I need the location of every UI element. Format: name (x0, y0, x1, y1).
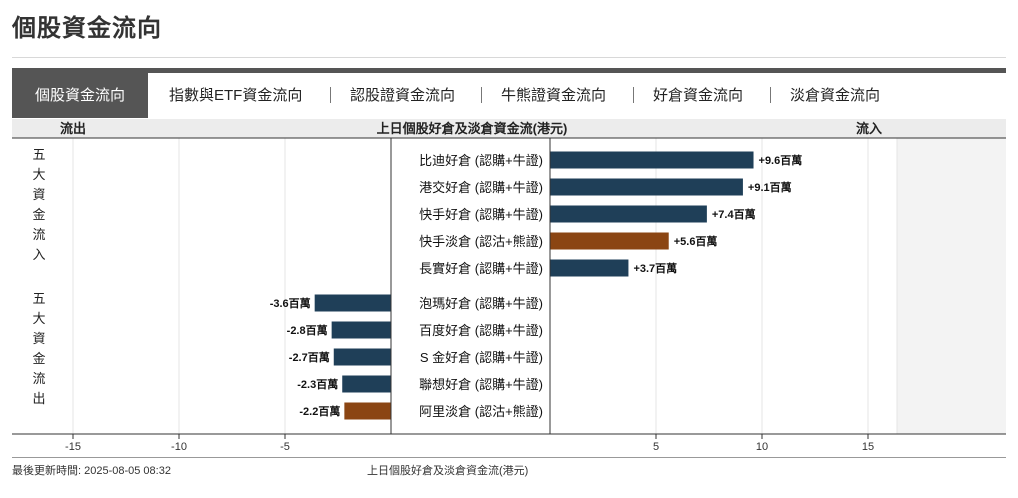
bar-category-label: 快手好倉 (認購+牛證) (419, 207, 543, 222)
bar[interactable] (331, 321, 391, 339)
bar[interactable] (550, 259, 629, 277)
tab-index-etf-fund-flow[interactable]: 指數與ETF資金流向 (169, 87, 303, 104)
bar-value-label: -2.3百萬 (297, 377, 338, 391)
bar-row[interactable]: 泡瑪好倉 (認購+牛證) -3.6百萬 (270, 294, 543, 312)
bar[interactable] (550, 205, 707, 223)
title-divider (12, 57, 1006, 58)
group-label-char: 流 (32, 227, 45, 242)
tab-warrant-fund-flow[interactable]: 認股證資金流向 (350, 87, 456, 104)
bar-category-label: 長實好倉 (認購+牛證) (419, 261, 543, 276)
tab-bar: 個股資金流向 指數與ETF資金流向 認股證資金流向 牛熊證資金流向 好倉資金流向… (12, 68, 1006, 118)
tab-separator (633, 87, 634, 103)
page-title: 個股資金流向 (12, 15, 162, 42)
bar-row[interactable]: 比迪好倉 (認購+牛證) +9.6百萬 (419, 151, 803, 169)
bar[interactable] (342, 375, 391, 393)
chart-title: 上日個股好倉及淡倉資金流(港元) (377, 121, 568, 136)
group-label-char: 大 (32, 311, 45, 326)
tab-short-fund-flow[interactable]: 淡倉資金流向 (790, 87, 881, 104)
last-updated: 最後更新時間: 2025-08-05 08:32 (12, 465, 171, 477)
group-label-char: 金 (32, 207, 45, 222)
group-label-char: 金 (32, 351, 45, 366)
bar-row[interactable]: 聯想好倉 (認購+牛證) -2.3百萬 (297, 375, 543, 393)
footer-divider (12, 457, 1006, 458)
bar[interactable] (314, 294, 391, 312)
bar-category-label: 阿里淡倉 (認沽+熊證) (419, 404, 543, 419)
bar-category-label: 聯想好倉 (認購+牛證) (419, 377, 543, 392)
group-label-char: 入 (32, 247, 45, 262)
group-label-char: 流 (32, 371, 45, 386)
bar[interactable] (550, 232, 669, 250)
tab-stock-fund-flow[interactable]: 個股資金流向 (12, 73, 148, 118)
bar-category-label: 比迪好倉 (認購+牛證) (419, 153, 543, 168)
bar-value-label: -2.7百萬 (289, 350, 330, 364)
tab-separator (770, 87, 771, 103)
bar[interactable] (333, 348, 391, 366)
bar-category-label: S 金好倉 (認購+牛證) (420, 350, 543, 365)
outflow-header: 流出 (60, 121, 86, 136)
tab-separator (481, 87, 482, 103)
group-label-char: 出 (32, 391, 45, 406)
bar-row[interactable]: 百度好倉 (認購+牛證) -2.8百萬 (287, 321, 543, 339)
bar-value-label: -3.6百萬 (270, 296, 311, 310)
bar-row[interactable]: S 金好倉 (認購+牛證) -2.7百萬 (289, 348, 543, 366)
bar-row[interactable]: 快手淡倉 (認沽+熊證) +5.6百萬 (419, 232, 718, 250)
bar[interactable] (550, 178, 743, 196)
bar-category-label: 快手淡倉 (認沽+熊證) (419, 234, 543, 249)
bar-value-label: +9.1百萬 (748, 180, 792, 194)
tab-cbbc-fund-flow[interactable]: 牛熊證資金流向 (501, 87, 607, 104)
inflow-header: 流入 (856, 121, 882, 136)
bar-value-label: -2.8百萬 (287, 323, 328, 337)
group-label-char: 五 (32, 147, 45, 162)
bar-row[interactable]: 港交好倉 (認購+牛證) +9.1百萬 (419, 178, 792, 196)
bar-value-label: +7.4百萬 (712, 207, 756, 221)
chart-right-pad (897, 138, 1006, 434)
bar-value-label: +3.7百萬 (633, 261, 677, 275)
bar-category-label: 百度好倉 (認購+牛證) (419, 323, 543, 338)
bar[interactable] (550, 151, 754, 169)
bar-row[interactable]: 阿里淡倉 (認沽+熊證) -2.2百萬 (299, 402, 543, 420)
group-label-char: 大 (32, 167, 45, 182)
footer-caption: 上日個股好倉及淡倉資金流(港元) (367, 465, 529, 477)
bar-row[interactable]: 長實好倉 (認購+牛證) +3.7百萬 (419, 259, 677, 277)
bar-row[interactable]: 快手好倉 (認購+牛證) +7.4百萬 (419, 205, 756, 223)
tab-long-fund-flow[interactable]: 好倉資金流向 (653, 87, 744, 104)
tab-separator (330, 87, 331, 103)
x-tick-label: -10 (171, 441, 187, 453)
x-tick-label: 10 (756, 441, 768, 453)
bar-value-label: -2.2百萬 (299, 404, 340, 418)
x-tick-label: 5 (653, 441, 659, 453)
x-tick-label: -5 (280, 441, 290, 453)
bar[interactable] (344, 402, 391, 420)
bar-category-label: 泡瑪好倉 (認購+牛證) (419, 296, 543, 311)
chart-header-band (12, 119, 1006, 138)
x-tick-label: -15 (65, 441, 81, 453)
bar-value-label: +9.6百萬 (759, 153, 803, 167)
group-label-char: 資 (32, 187, 45, 202)
group-label-char: 五 (32, 291, 45, 306)
bar-category-label: 港交好倉 (認購+牛證) (419, 180, 543, 195)
group-label-char: 資 (32, 331, 45, 346)
x-tick-label: 15 (862, 441, 874, 453)
bar-value-label: +5.6百萬 (674, 234, 718, 248)
